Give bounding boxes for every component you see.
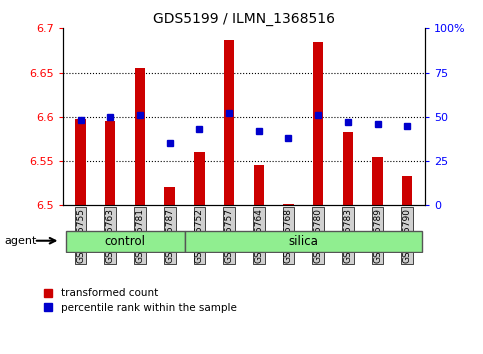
Bar	[165, 187, 175, 205]
Bar	[313, 41, 323, 205]
Bar	[66, 231, 185, 252]
Bar	[185, 231, 422, 252]
Bar	[342, 132, 353, 205]
Text: silica: silica	[288, 235, 318, 248]
Bar	[254, 165, 264, 205]
Legend: transformed count, percentile rank within the sample: transformed count, percentile rank withi…	[44, 289, 236, 313]
Bar	[402, 176, 412, 205]
Title: GDS5199 / ILMN_1368516: GDS5199 / ILMN_1368516	[153, 12, 335, 26]
Bar	[75, 119, 86, 205]
Bar	[283, 204, 294, 205]
Text: control: control	[105, 235, 146, 248]
Text: agent: agent	[5, 236, 37, 246]
Bar	[372, 156, 383, 205]
Bar	[194, 152, 205, 205]
Bar	[135, 68, 145, 205]
Bar	[224, 40, 234, 205]
Bar	[105, 121, 115, 205]
